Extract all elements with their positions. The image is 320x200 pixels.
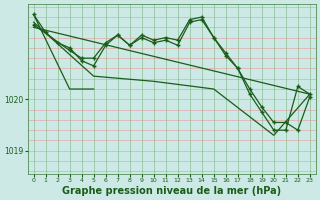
X-axis label: Graphe pression niveau de la mer (hPa): Graphe pression niveau de la mer (hPa) (62, 186, 281, 196)
